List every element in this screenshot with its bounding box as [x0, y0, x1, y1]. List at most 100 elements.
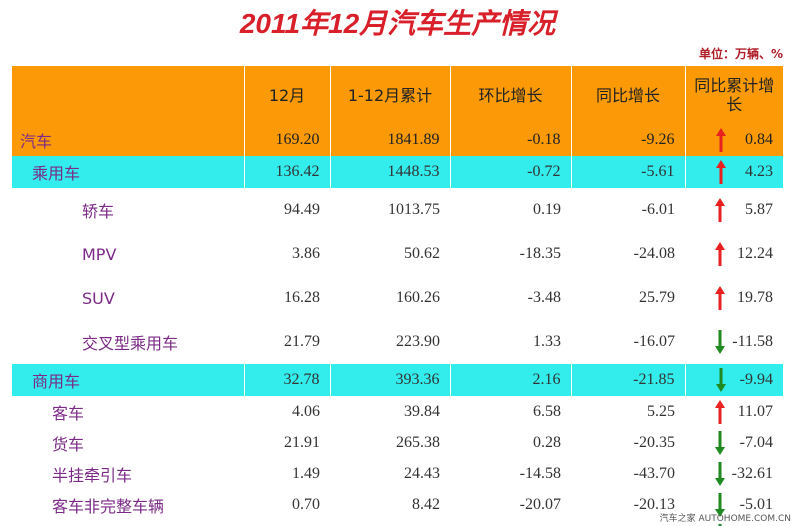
cell-yoy-cum-value: -7.04 — [739, 433, 773, 451]
row-name: MPV — [82, 244, 117, 264]
cell-dec: 3.86 — [292, 245, 320, 262]
cell-yoy: 5.25 — [647, 402, 675, 420]
cell-mom: 2.16 — [449, 364, 571, 396]
table-row: 商用车 32.78 393.36 2.16 -21.85 -9.94 — [12, 364, 783, 396]
cell-yoy-cum-value: 4.23 — [745, 163, 773, 180]
header-cell-yoy-cum: 同比累计增长 — [684, 66, 783, 124]
cell-yoy-cum: 5.87 — [685, 188, 783, 232]
row-name: 半挂牵引车 — [52, 465, 133, 485]
cell-dec: 21.79 — [284, 333, 320, 350]
table-title: 2011年12月汽车生产情况 — [239, 8, 556, 39]
cell-dec: 16.28 — [284, 289, 320, 306]
cell-cum: 39.84 — [404, 402, 440, 420]
cell-yoy-cum: -5.01 — [685, 489, 783, 520]
table-row: 客车非完整车辆 0.70 8.42 -20.07 -20.13 -5.01 — [12, 489, 783, 520]
arrow-up-icon — [715, 198, 725, 222]
table-row: 半挂牵引车 1.49 24.43 -14.58 -43.70 -32.61 — [12, 458, 783, 489]
cell-yoy: -9.26 — [570, 124, 685, 156]
cell-yoy-cum: -11.58 — [685, 320, 783, 364]
row-name: 商用车 — [12, 364, 244, 396]
arrow-up-icon — [715, 286, 725, 310]
cell-dec: 169.20 — [243, 124, 330, 156]
header-cell-dec: 12月 — [243, 66, 330, 124]
cell-yoy-cum: 0.84 — [684, 124, 783, 156]
cell-yoy: -6.01 — [641, 201, 675, 218]
cell-mom: -20.07 — [519, 495, 561, 513]
cell-yoy-cum-value: -9.94 — [739, 371, 773, 388]
cell-yoy-cum-value: -32.61 — [731, 464, 773, 482]
table-row: 乘用车 136.42 1448.53 -0.72 -5.61 4.23 — [12, 156, 783, 188]
arrow-up-icon — [715, 128, 726, 152]
header-cell-name — [12, 66, 244, 124]
row-name: 客车非完整车辆 — [52, 496, 165, 516]
table-row: 客车 4.06 39.84 6.58 5.25 11.07 — [12, 396, 783, 427]
header-row: 12月 1-12月累计 环比增长 同比增长 同比累计增长 — [12, 66, 783, 124]
cell-yoy: 25.79 — [639, 289, 675, 306]
cell-dec: 21.91 — [284, 433, 320, 451]
cell-mom: -14.58 — [519, 464, 561, 482]
cell-dec: 0.70 — [292, 495, 320, 513]
cell-yoy-cum-value: 0.84 — [745, 131, 773, 148]
cell-yoy-cum-value: -5.01 — [739, 495, 773, 513]
cell-yoy: -21.85 — [570, 364, 685, 396]
cell-yoy: -24.08 — [633, 245, 675, 262]
row-name: 轿车 — [82, 202, 115, 221]
cell-cum: 1448.53 — [329, 156, 450, 188]
cell-yoy-cum: 19.78 — [685, 276, 783, 320]
watermark: 汽车之家 AUTOHOME.COM.CN — [659, 514, 791, 524]
cell-yoy-cum-value: 5.87 — [745, 201, 773, 218]
arrow-down-icon — [715, 368, 726, 392]
cell-yoy-cum: -21.35 — [685, 520, 783, 526]
cell-cum: 393.36 — [329, 364, 450, 396]
table-body: 12月 1-12月累计 环比增长 同比增长 同比累计增长 汽车 169.20 184… — [12, 66, 783, 526]
header-cell-mom: 环比增长 — [449, 66, 571, 124]
table-row: 交叉型乘用车 21.79 223.90 1.33 -16.07 -11.58 — [12, 320, 783, 364]
unit-label: 单位：万辆、% — [698, 47, 783, 61]
cell-yoy: -20.35 — [633, 433, 675, 451]
cell-yoy-cum: 11.07 — [685, 396, 783, 427]
cell-cum: 55.29 — [330, 520, 450, 526]
cell-cum: 1841.89 — [329, 124, 450, 156]
cell-mom: 1.33 — [533, 333, 561, 350]
row-name: 乘用车 — [12, 156, 244, 188]
row-name: 汽车 — [12, 124, 244, 156]
table-row: MPV 3.86 50.62 -18.35 -24.08 12.24 — [12, 232, 783, 276]
cell-mom: 6.58 — [533, 402, 561, 420]
cell-yoy-cum: 12.24 — [685, 232, 783, 276]
arrow-down-icon — [715, 430, 725, 455]
cell-cum: 265.38 — [396, 433, 440, 451]
cell-yoy-cum: 4.23 — [684, 156, 783, 188]
arrow-up-icon — [715, 160, 726, 184]
table-row: 轿车 94.49 1013.75 0.19 -6.01 5.87 — [12, 188, 783, 232]
cell-mom: 21.28 — [450, 520, 571, 526]
cell-yoy: -5.61 — [570, 156, 685, 188]
cell-yoy-cum: -32.61 — [685, 458, 783, 489]
cell-dec: 94.49 — [284, 201, 320, 218]
cell-yoy-cum-value: 12.24 — [737, 245, 773, 262]
header-cell-yoy: 同比增长 — [570, 66, 685, 124]
cell-yoy-cum-value: -11.58 — [732, 333, 773, 350]
arrow-up-icon — [715, 399, 725, 424]
cell-dec: 4.62 — [244, 520, 330, 526]
arrow-up-icon — [715, 242, 725, 266]
cell-yoy: -20.13 — [633, 495, 675, 513]
cell-mom: 0.28 — [533, 433, 561, 451]
data-table: 12月 1-12月累计 环比增长 同比增长 同比累计增长 汽车 169.20 184… — [12, 66, 783, 526]
cell-dec: 136.42 — [243, 156, 330, 188]
cell-yoy-cum-value: 19.78 — [737, 289, 773, 306]
header-cell-cum: 1-12月累计 — [329, 66, 450, 124]
cell-yoy-cum-value: 11.07 — [737, 402, 773, 420]
table-row: SUV 16.28 160.26 -3.48 25.79 19.78 — [12, 276, 783, 320]
cell-cum: 24.43 — [404, 464, 440, 482]
row-name: 货车 — [52, 434, 85, 454]
cell-mom: -0.72 — [449, 156, 571, 188]
arrow-down-icon — [715, 492, 725, 517]
row-name: 客车 — [52, 403, 85, 423]
cell-cum: 8.42 — [412, 495, 440, 513]
cell-mom: -3.48 — [527, 289, 561, 306]
cell-cum: 1013.75 — [388, 201, 440, 218]
arrow-down-icon — [715, 461, 725, 486]
data-table-wrap: 12月 1-12月累计 环比增长 同比增长 同比累计增长 汽车 169.20 184… — [12, 66, 795, 526]
cell-dec: 32.78 — [243, 364, 330, 396]
cell-cum: 223.90 — [396, 333, 440, 350]
